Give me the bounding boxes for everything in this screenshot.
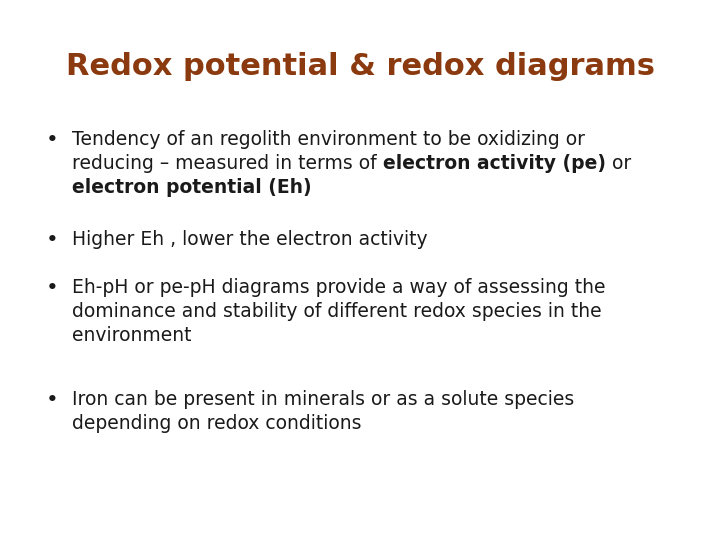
Text: Iron can be present in minerals or as a solute species: Iron can be present in minerals or as a …	[72, 390, 575, 409]
Text: reducing – measured in terms of: reducing – measured in terms of	[72, 154, 382, 173]
Text: •: •	[45, 278, 58, 298]
Text: depending on redox conditions: depending on redox conditions	[72, 414, 361, 433]
Text: electron potential (Eh): electron potential (Eh)	[72, 178, 312, 197]
Text: •: •	[45, 130, 58, 150]
Text: environment: environment	[72, 326, 192, 345]
Text: Tendency of an regolith environment to be oxidizing or: Tendency of an regolith environment to b…	[72, 130, 585, 149]
Text: Eh-pH or pe-pH diagrams provide a way of assessing the: Eh-pH or pe-pH diagrams provide a way of…	[72, 278, 606, 297]
Text: dominance and stability of different redox species in the: dominance and stability of different red…	[72, 302, 602, 321]
Text: or: or	[606, 154, 631, 173]
Text: Redox potential & redox diagrams: Redox potential & redox diagrams	[66, 52, 654, 81]
Text: electron activity (pe): electron activity (pe)	[382, 154, 606, 173]
Text: Higher Eh , lower the electron activity: Higher Eh , lower the electron activity	[72, 230, 428, 249]
Text: •: •	[45, 230, 58, 250]
Text: •: •	[45, 390, 58, 410]
